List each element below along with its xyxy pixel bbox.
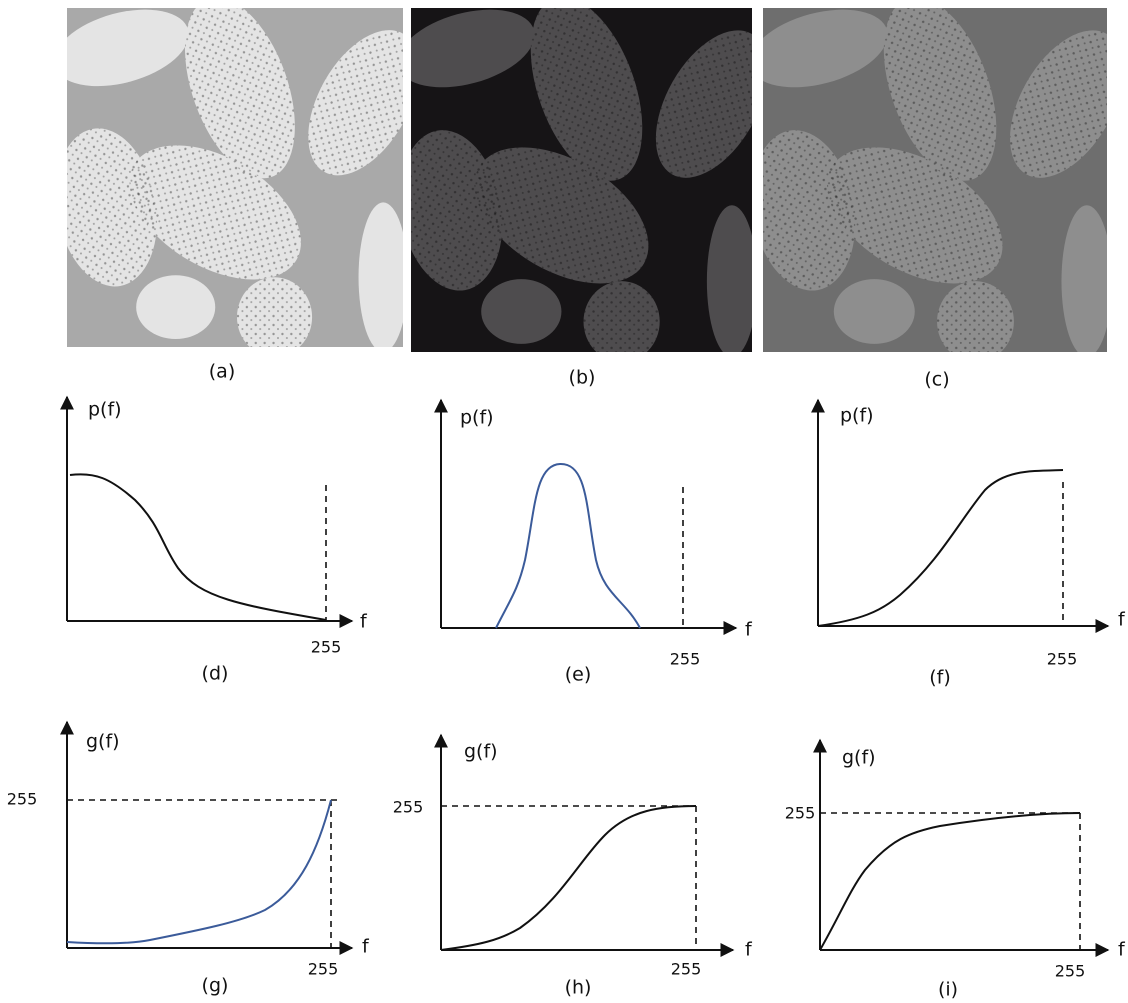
caption: (b)	[569, 367, 596, 389]
plot-h: g(f) 255 f 255 (h)	[393, 733, 753, 999]
caption: (d)	[202, 663, 229, 685]
x-label: f	[360, 611, 368, 633]
plot-d: p(f) f 255 (d)	[60, 395, 368, 685]
plot-f: p(f) f 255 (f)	[811, 398, 1126, 689]
caption: (c)	[924, 369, 949, 391]
y-label: g(f)	[464, 741, 498, 763]
x-end-label: 255	[1047, 650, 1078, 669]
y-end-label: 255	[7, 790, 38, 809]
plot-e: p(f) f 255 (e)	[434, 398, 753, 686]
x-label: f	[1118, 609, 1126, 631]
caption: (f)	[929, 667, 951, 689]
y-end-label: 255	[785, 804, 816, 823]
y-label: g(f)	[86, 731, 120, 753]
x-end-label: 255	[670, 650, 701, 669]
x-end-label: 255	[1055, 962, 1086, 981]
caption: (h)	[565, 977, 592, 999]
image-a	[67, 8, 403, 347]
image-c	[763, 8, 1107, 352]
y-label: p(f)	[88, 399, 122, 421]
y-label: g(f)	[842, 747, 876, 769]
x-label: f	[1118, 939, 1126, 961]
image-b	[411, 8, 752, 352]
x-label: f	[745, 619, 753, 641]
caption: (i)	[938, 979, 958, 1001]
caption: (g)	[202, 975, 229, 997]
x-end-label: 255	[308, 960, 339, 979]
caption: (a)	[209, 361, 235, 383]
y-end-label: 255	[393, 798, 424, 817]
plot-g: g(f) 255 f 255 (g)	[7, 720, 370, 997]
x-end-label: 255	[311, 638, 342, 657]
y-label: p(f)	[460, 407, 494, 429]
x-label: f	[745, 939, 753, 961]
x-end-label: 255	[671, 960, 702, 979]
plot-i: g(f) 255 f 255 (i)	[785, 738, 1126, 1001]
x-label: f	[362, 936, 370, 958]
caption: (e)	[565, 664, 592, 686]
y-label: p(f)	[840, 405, 874, 427]
